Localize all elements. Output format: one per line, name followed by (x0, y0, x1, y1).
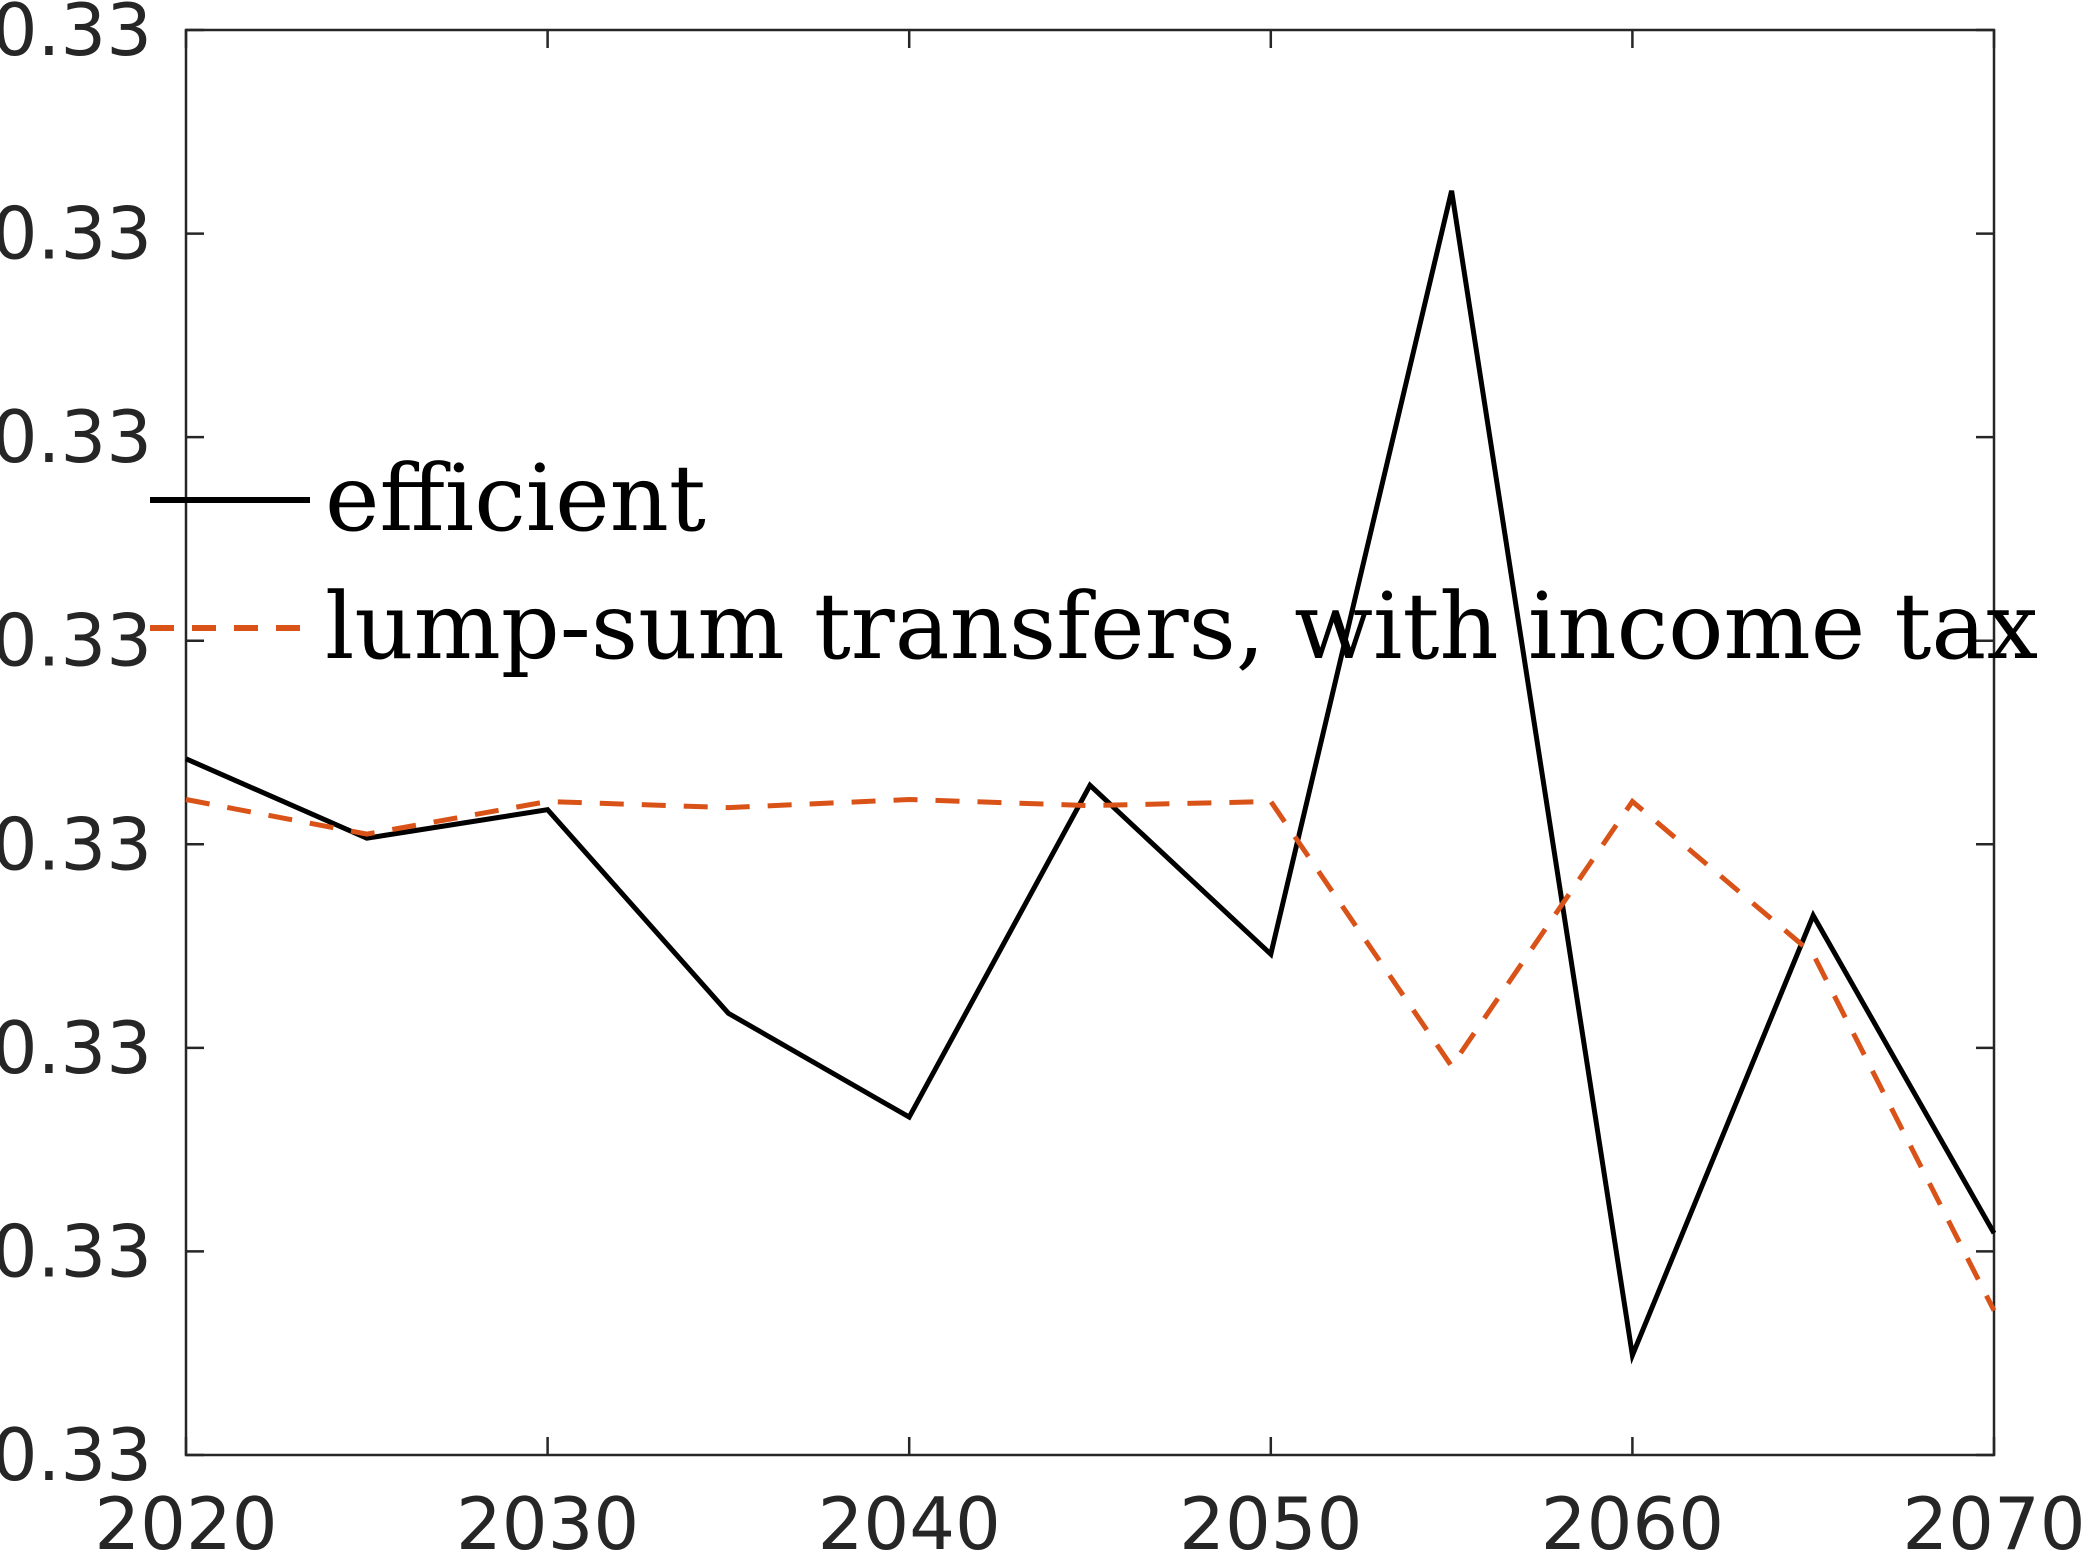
series-line-0 (184, 190, 1997, 1365)
x-tick-label: 2040 (818, 1482, 1001, 1554)
y-tick-label: 0.33 (0, 192, 152, 276)
series-line-1 (185, 796, 1997, 1312)
plot-frame (184, 28, 1996, 1457)
x-tick-label: 2060 (1541, 1482, 1724, 1554)
x-tick-label: 2070 (1902, 1482, 2082, 1554)
x-tick-label: 2050 (1179, 1482, 1362, 1554)
x-ticks: 2020 2030 2040 2050 2060 2070 (94, 30, 2082, 1554)
x-tick-label: 2030 (456, 1482, 639, 1554)
plot-series (184, 190, 1997, 1365)
y-tick-label: 0.33 (0, 0, 152, 72)
axes (184, 28, 1996, 1457)
legend-label-lump-sum-transfers: lump-sum transfers, with income tax (325, 573, 2038, 680)
legend-label-efficient: efficient (325, 445, 706, 552)
y-tick-label: 0.33 (0, 1006, 152, 1090)
y-ticks: 0.33 0.33 0.33 0.33 0.33 0.33 0.33 0.33 (0, 0, 1994, 1497)
y-tick-label: 0.33 (0, 1209, 152, 1293)
y-tick-label: 0.33 (0, 599, 152, 683)
legend: efficient lump-sum transfers, with incom… (150, 445, 2038, 680)
y-tick-label: 0.33 (0, 1413, 152, 1497)
y-tick-label: 0.33 (0, 395, 152, 479)
y-tick-label: 0.33 (0, 802, 152, 886)
x-tick-label: 2020 (94, 1482, 277, 1554)
